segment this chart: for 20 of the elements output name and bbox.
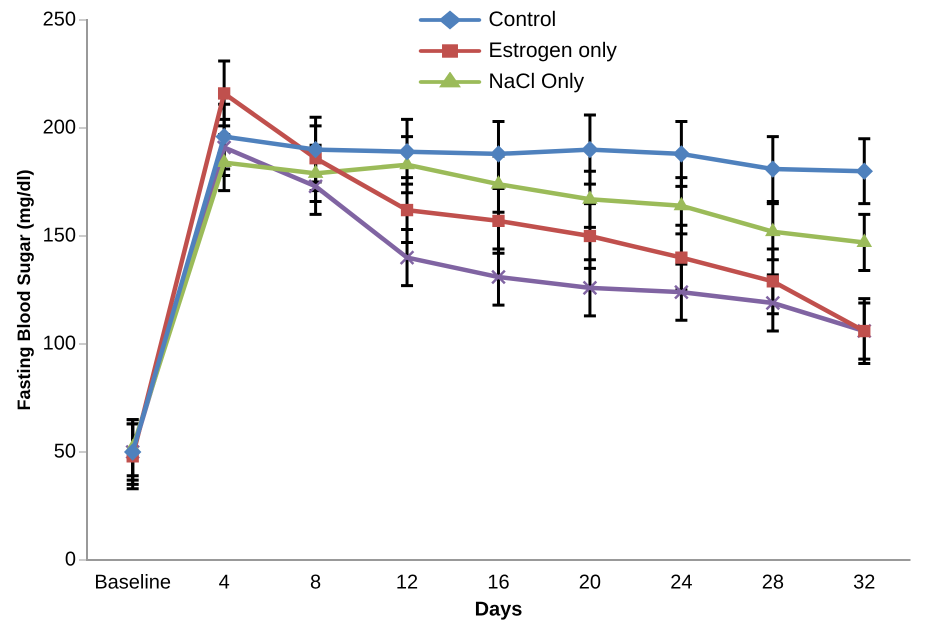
- x-tick-label: Baseline: [94, 572, 172, 594]
- x-tick-label: 16: [487, 572, 510, 594]
- y-tick-label: 150: [42, 224, 76, 247]
- y-tick-label: 250: [42, 8, 76, 31]
- legend-label: NaCl Only: [488, 70, 584, 94]
- y-tick-label: 100: [42, 332, 76, 355]
- y-tick-label: 50: [54, 440, 76, 463]
- x-tick-label: 24: [670, 572, 693, 594]
- legend-label: Control: [488, 8, 556, 32]
- x-axis-title: Days: [474, 598, 522, 621]
- x-tick-label: 12: [396, 572, 418, 594]
- y-tick-label: 200: [42, 116, 76, 139]
- y-tick-label: 0: [64, 548, 76, 571]
- y-axis-title: Fasting Blood Sugar (mg/dl): [14, 170, 34, 410]
- x-tick-label: 32: [853, 572, 876, 594]
- legend-label: Estrogen only: [488, 38, 617, 62]
- x-tick-label: 20: [578, 572, 602, 594]
- x-tick-label: 8: [310, 572, 322, 594]
- x-tick-label: 4: [218, 572, 230, 594]
- x-tick-label: 28: [762, 572, 784, 594]
